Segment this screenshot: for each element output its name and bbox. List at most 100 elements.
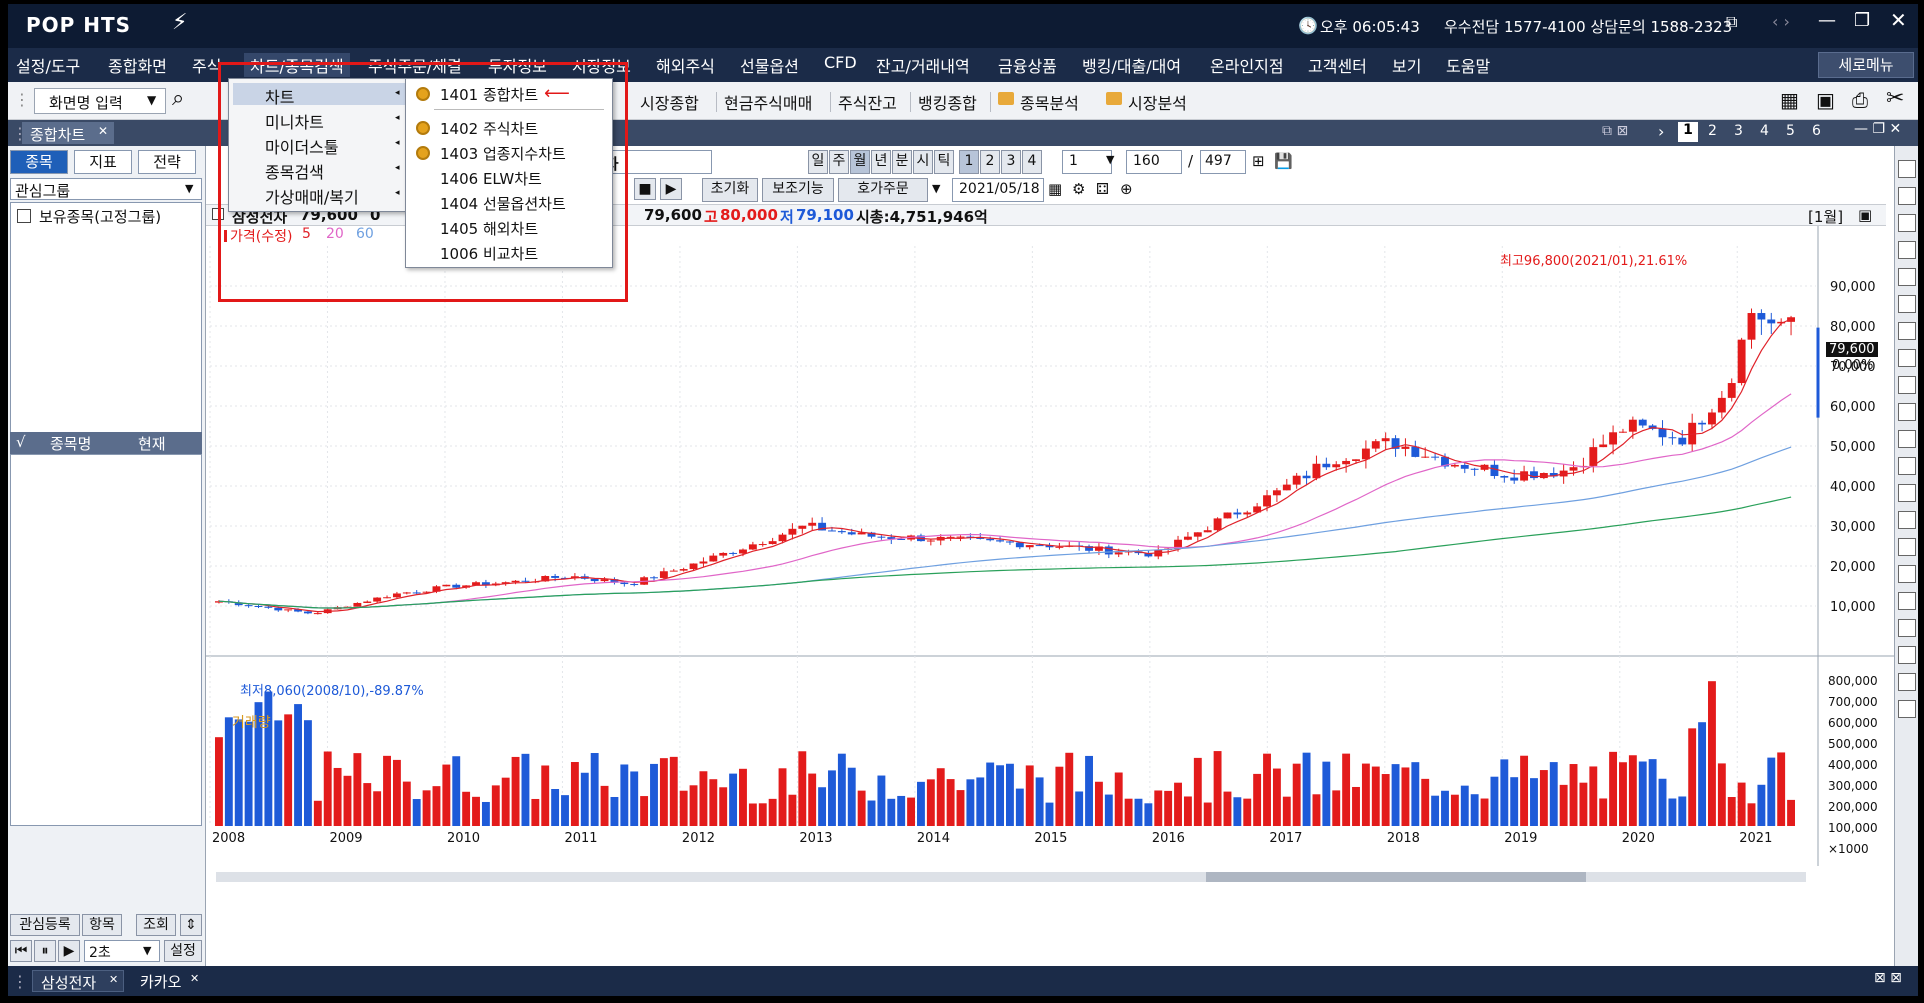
tab-strategy[interactable]: 전략: [138, 150, 196, 174]
search-icon[interactable]: ⌕: [172, 86, 185, 111]
curve-icon[interactable]: [1898, 322, 1916, 340]
period-3-button[interactable]: 년: [871, 150, 891, 174]
chevron-down-icon[interactable]: ▼: [1106, 153, 1115, 166]
page-4[interactable]: 4: [1760, 123, 1769, 139]
print-icon[interactable]: ⎙: [1852, 88, 1868, 112]
period-input[interactable]: 1: [1062, 150, 1112, 174]
zoom-icon[interactable]: ⊕: [1120, 180, 1133, 198]
prev-page-icon[interactable]: ›: [1658, 122, 1665, 141]
tool-icon[interactable]: [1898, 187, 1916, 205]
angle-icon[interactable]: [1898, 457, 1916, 475]
period-0-button[interactable]: 일: [808, 150, 828, 174]
menu-market-info[interactable]: 시장정보: [572, 57, 631, 76]
period-6-button[interactable]: 틱: [934, 150, 954, 174]
period-2-button[interactable]: 월: [850, 150, 870, 174]
period-num-3-button[interactable]: 4: [1022, 150, 1042, 174]
stop-icon[interactable]: ■: [634, 178, 656, 200]
dropdown-item-mini-chart[interactable]: 미니차트: [265, 113, 324, 132]
count-input[interactable]: 160: [1126, 150, 1182, 174]
page-2[interactable]: 2: [1708, 123, 1717, 139]
tab-indicator[interactable]: 지표: [74, 150, 132, 174]
quote-order-button[interactable]: 호가주문: [838, 178, 928, 202]
dropdown-item-virtual-trade[interactable]: 가상매매/복기: [265, 188, 359, 207]
restore-icon[interactable]: ⧉: [1726, 12, 1738, 31]
dropdown-item-midas-tool[interactable]: 마이더스툴: [265, 138, 339, 157]
menu-overview[interactable]: 종합화면: [108, 57, 167, 76]
all-icon[interactable]: [1898, 160, 1916, 178]
submenu-item-1401[interactable]: 1401 종합차트: [440, 86, 539, 104]
window-controls[interactable]: — ❐ ✕: [1854, 121, 1902, 137]
grid-icon[interactable]: [1898, 592, 1916, 610]
menu-help[interactable]: 도움말: [1446, 57, 1491, 76]
page-5[interactable]: 5: [1786, 123, 1795, 139]
submenu-item-1006[interactable]: 1006 비교차트: [440, 245, 539, 263]
fib-icon[interactable]: [1898, 430, 1916, 448]
toolbar-cash-trade[interactable]: 현금주식매매: [724, 94, 813, 113]
line-icon[interactable]: [1898, 241, 1916, 259]
period-4-button[interactable]: 분: [892, 150, 912, 174]
toolbar-market-overview[interactable]: 시장종합: [640, 94, 699, 113]
menu-stock[interactable]: 주식: [192, 57, 222, 76]
undo-icon[interactable]: [1898, 673, 1916, 691]
menu-foreign-stock[interactable]: 해외주식: [656, 57, 715, 76]
bottom-tab-kakao[interactable]: 카카오 ✕: [132, 970, 206, 992]
submenu-item-1406[interactable]: 1406 ELW차트: [440, 170, 542, 188]
play-icon[interactable]: ▶: [58, 940, 80, 962]
window-icons[interactable]: ⧉ ⊠: [1602, 123, 1629, 139]
close-icon[interactable]: ✕: [190, 972, 200, 985]
menu-view[interactable]: 보기: [1392, 57, 1422, 76]
period-num-2-button[interactable]: 3: [1001, 150, 1021, 174]
tab-chart[interactable]: 종합차트 ✕: [22, 122, 114, 144]
pause-icon[interactable]: ⏸: [34, 940, 56, 962]
grid-settings-icon[interactable]: ⚃: [1096, 180, 1110, 198]
all2-icon[interactable]: [1898, 646, 1916, 664]
price-volume-chart[interactable]: 90,000 80,000 70,000 60,000 50,000 40,000 30,0…: [206, 226, 1894, 966]
period-5-button[interactable]: 시: [913, 150, 933, 174]
eraser-icon[interactable]: [1898, 700, 1916, 718]
monitor-icon[interactable]: ▣: [1816, 88, 1835, 112]
sort-button[interactable]: ⇕: [180, 914, 202, 936]
submenu-item-1405[interactable]: 1405 해외차트: [440, 220, 539, 238]
trend-icon[interactable]: [1898, 268, 1916, 286]
lightning-icon[interactable]: ⚡: [172, 10, 188, 35]
menu-banking[interactable]: 뱅킹/대출/대여: [1082, 57, 1182, 76]
tab-stock[interactable]: 종목: [10, 150, 68, 174]
menu-customer[interactable]: 고객센터: [1308, 57, 1367, 76]
page-3[interactable]: 3: [1734, 123, 1743, 139]
menu-chart-search[interactable]: 차트/종목검색: [244, 53, 350, 77]
toolbar-market-analysis[interactable]: 시장분석: [1128, 94, 1187, 113]
toolbar-stock-analysis[interactable]: 종목분석: [1020, 94, 1079, 113]
wave-icon[interactable]: [1898, 349, 1916, 367]
bottom-tab-samsung[interactable]: 삼성전자 ✕: [32, 970, 124, 992]
first-icon[interactable]: ⏮: [10, 940, 32, 962]
bottom-controls[interactable]: ⊠ ⊠: [1874, 970, 1902, 986]
menu-settings[interactable]: 설정/도구: [16, 57, 81, 76]
submenu-item-1404[interactable]: 1404 선물옵션차트: [440, 195, 566, 213]
vertical-menu-button[interactable]: 세로메뉴: [1818, 52, 1914, 78]
fan-icon[interactable]: [1898, 484, 1916, 502]
tools-icon[interactable]: ✂: [1886, 86, 1905, 111]
nav-arrows-icon[interactable]: ‹ ›: [1772, 12, 1790, 31]
close-icon[interactable]: ✕: [1890, 8, 1907, 32]
menu-finance[interactable]: 금융상품: [998, 57, 1057, 76]
menu-cfd[interactable]: CFD: [824, 53, 857, 72]
query-button[interactable]: 조회: [136, 914, 176, 936]
add-watch-button[interactable]: 관심등록: [10, 914, 80, 936]
date-field[interactable]: 2021/05/18: [952, 178, 1044, 202]
pattern-icon[interactable]: [1898, 565, 1916, 583]
calendar-icon[interactable]: ▦: [1048, 180, 1063, 198]
group-checkbox[interactable]: [17, 209, 31, 223]
menu-invest-info[interactable]: 투자정보: [488, 57, 547, 76]
close-icon[interactable]: ✕: [109, 973, 119, 986]
menu-futures[interactable]: 선물옵션: [740, 57, 799, 76]
dropdown-item-chart[interactable]: 차트: [265, 88, 295, 107]
toolbar-stock-balance[interactable]: 주식잔고: [838, 94, 897, 113]
multi-icon[interactable]: [1898, 403, 1916, 421]
add-window-icon[interactable]: ⊞: [1252, 152, 1265, 170]
cross-icon[interactable]: [1898, 295, 1916, 313]
play-icon[interactable]: ▶: [660, 178, 682, 200]
menu-order[interactable]: 주식주문/체결: [368, 57, 462, 76]
dropdown-item-stock-search[interactable]: 종목검색: [265, 163, 324, 182]
chevron-down-icon[interactable]: ▼: [147, 93, 157, 107]
period-1-button[interactable]: 주: [829, 150, 849, 174]
